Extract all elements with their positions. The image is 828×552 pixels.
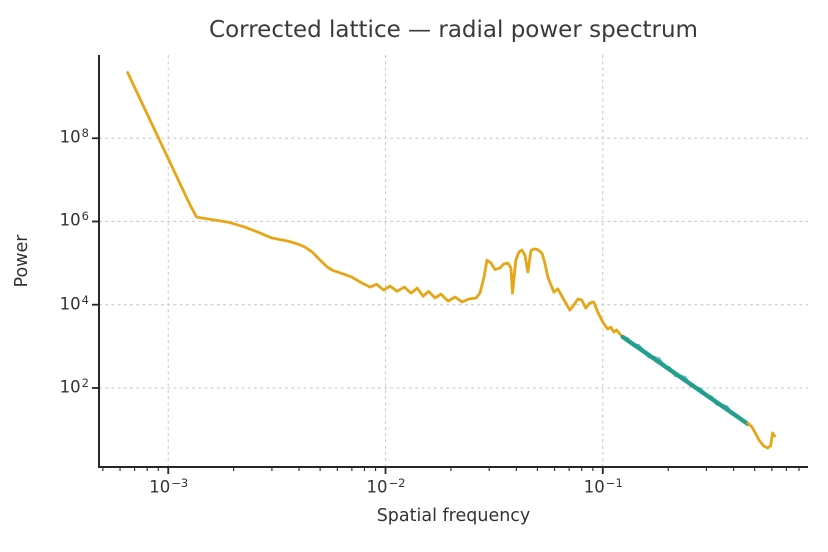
x-axis-label: Spatial frequency [376,506,531,526]
series-power-law-fit-line [620,334,750,427]
x-tick-label-1e-3: 10−3 [149,476,189,497]
y-tick-label-1e2: 102 [59,375,89,397]
y-tick-label-1e8: 108 [59,126,89,147]
y-tick-label-1e6: 106 [59,209,89,230]
x-tick-label-1e-2: 10−2 [366,476,406,497]
chart-title: Corrected lattice — radial power spectru… [209,17,698,43]
series-radial-spectrum-high-frequency-tail [746,421,777,450]
y-tick-label-1e4: 104 [59,292,89,314]
series-radial-spectrum-low-frequency [126,71,625,339]
x-tick-label-1e-1: 10−1 [583,476,623,497]
y-axis-label: Power [12,234,32,288]
